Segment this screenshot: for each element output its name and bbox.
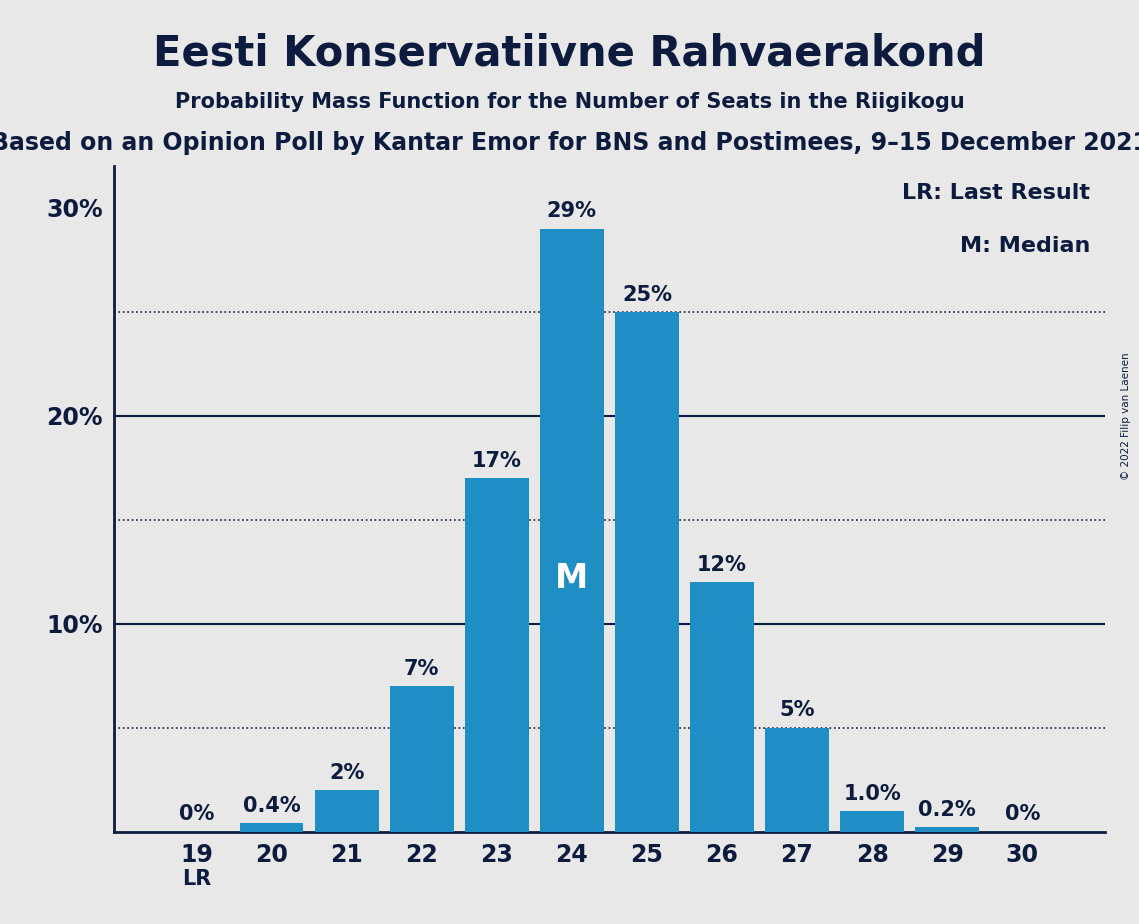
Bar (690, 582, 754, 832)
Text: LR: LR (182, 869, 211, 889)
Text: 25%: 25% (622, 285, 672, 305)
Text: 2%: 2% (329, 762, 364, 783)
Text: 17%: 17% (472, 451, 522, 471)
Text: 7%: 7% (404, 659, 440, 679)
Text: © 2022 Filip van Laenen: © 2022 Filip van Laenen (1121, 352, 1131, 480)
Bar (540, 229, 604, 832)
Text: M: Median: M: Median (959, 237, 1090, 256)
Text: 0.2%: 0.2% (918, 800, 976, 821)
Text: M: M (555, 562, 589, 595)
Bar (615, 312, 679, 832)
Text: Based on an Opinion Poll by Kantar Emor for BNS and Postimees, 9–15 December 202: Based on an Opinion Poll by Kantar Emor … (0, 131, 1139, 155)
Text: 0.4%: 0.4% (243, 796, 301, 816)
Text: LR: Last Result: LR: Last Result (902, 183, 1090, 203)
Bar (916, 828, 980, 832)
Bar (765, 728, 829, 832)
Text: 5%: 5% (779, 700, 814, 721)
Bar (841, 811, 904, 832)
Bar (239, 823, 303, 832)
Bar (390, 686, 453, 832)
Text: 1.0%: 1.0% (843, 784, 901, 804)
Text: Eesti Konservatiivne Rahvaerakond: Eesti Konservatiivne Rahvaerakond (154, 32, 985, 74)
Text: 0%: 0% (179, 804, 214, 824)
Bar (465, 479, 528, 832)
Bar (314, 790, 378, 832)
Text: 29%: 29% (547, 201, 597, 222)
Text: 12%: 12% (697, 554, 747, 575)
Text: 0%: 0% (1005, 804, 1040, 824)
Text: Probability Mass Function for the Number of Seats in the Riigikogu: Probability Mass Function for the Number… (174, 92, 965, 113)
